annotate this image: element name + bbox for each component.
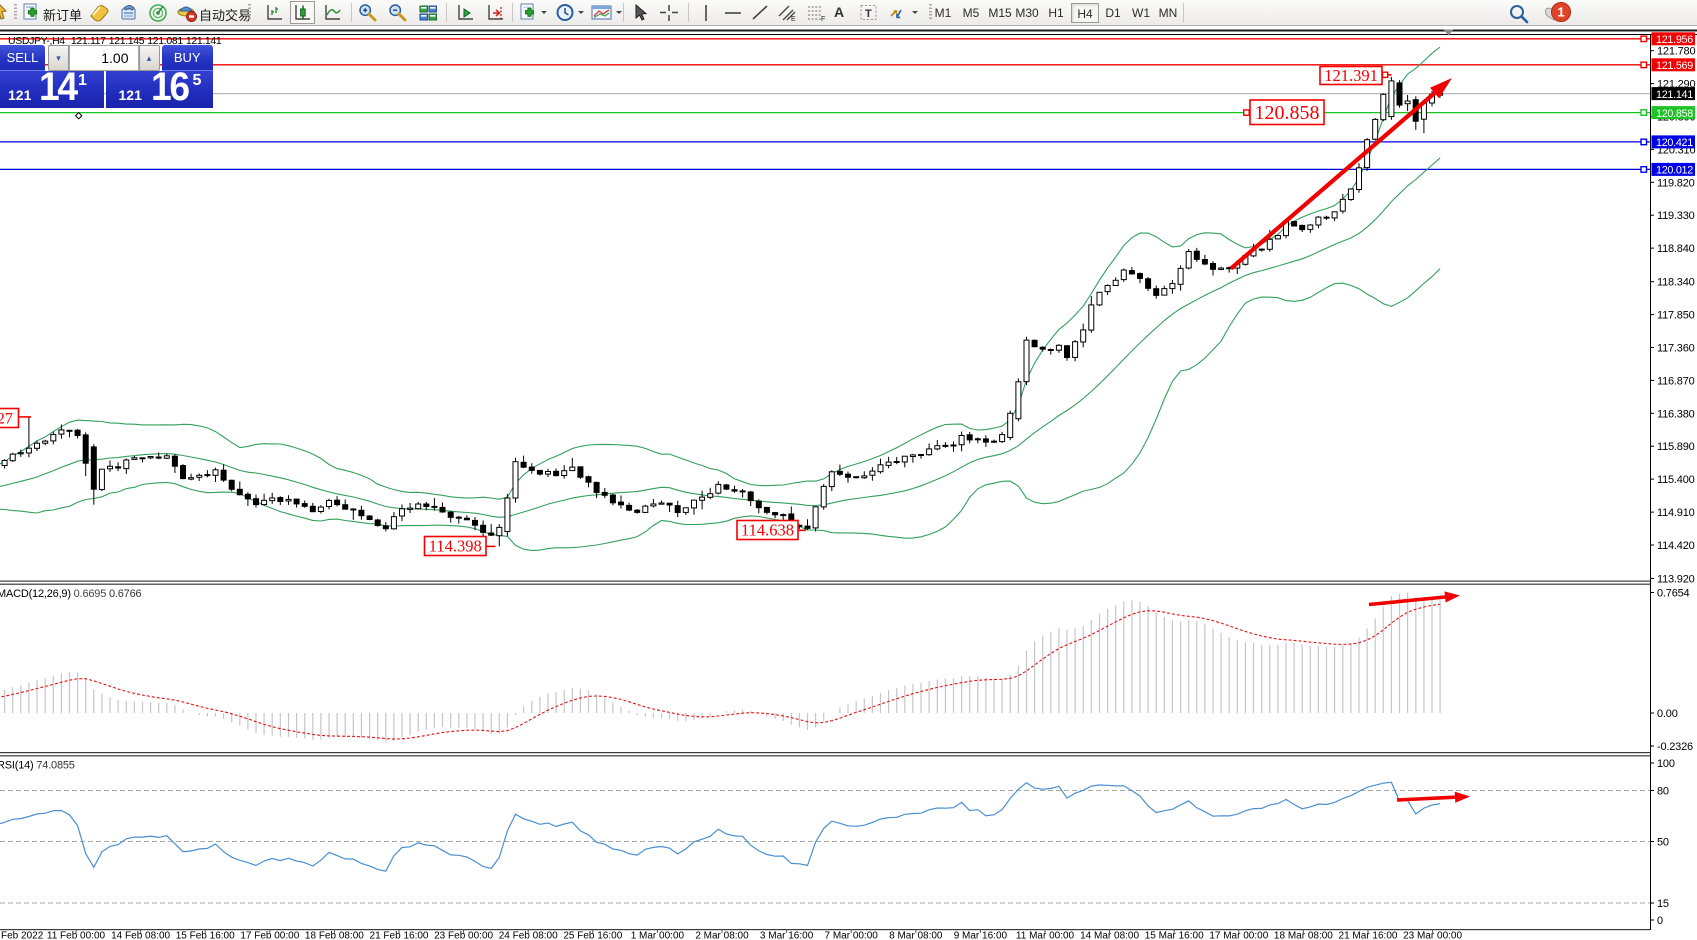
svg-text:14 Feb 08:00: 14 Feb 08:00 [111,931,170,940]
svg-text:120.858: 120.858 [1255,102,1320,124]
svg-text:15: 15 [1657,898,1669,910]
svg-text:-0.2326: -0.2326 [1657,741,1693,753]
svg-text:25 Feb 16:00: 25 Feb 16:00 [563,931,622,940]
svg-text:18 Feb 08:00: 18 Feb 08:00 [305,931,364,940]
svg-text:121.141: 121.141 [1656,89,1693,101]
svg-text:21 Mar 16:00: 21 Mar 16:00 [1339,931,1398,940]
svg-text:T: T [865,8,872,20]
svg-text:113.920: 113.920 [1657,574,1695,586]
svg-text:114.420: 114.420 [1657,540,1695,552]
svg-text:120.858: 120.858 [1656,108,1693,120]
svg-text:17 Feb 00:00: 17 Feb 00:00 [240,931,299,940]
svg-text:F: F [821,16,825,23]
svg-text:116.327: 116.327 [0,410,13,427]
svg-text:15 Feb 16:00: 15 Feb 16:00 [176,931,235,940]
svg-text:9 Mar 16:00: 9 Mar 16:00 [954,931,1008,940]
svg-text:2 Mar 08:00: 2 Mar 08:00 [695,931,749,940]
svg-text:Feb 2022: Feb 2022 [1,931,44,940]
svg-text:14 Mar 08:00: 14 Mar 08:00 [1080,931,1139,940]
svg-text:24 Feb 08:00: 24 Feb 08:00 [499,931,558,940]
svg-text:23 Feb 00:00: 23 Feb 00:00 [434,931,493,940]
svg-text:114.910: 114.910 [1657,507,1695,519]
svg-text:23 Mar 00:00: 23 Mar 00:00 [1403,931,1462,940]
svg-text:118.340: 118.340 [1657,277,1695,289]
svg-text:8 Mar 08:00: 8 Mar 08:00 [889,931,943,940]
svg-text:1: 1 [1557,5,1564,20]
svg-text:121.780: 121.780 [1657,46,1695,58]
svg-text:118.840: 118.840 [1657,243,1695,255]
svg-text:100: 100 [1657,758,1675,770]
svg-text:18 Mar 08:00: 18 Mar 08:00 [1274,931,1333,940]
svg-text:116.380: 116.380 [1657,408,1695,420]
svg-text:MACD(12,26,9) 0.6695 0.6766: MACD(12,26,9) 0.6695 0.6766 [0,588,142,600]
svg-text:3 Mar 16:00: 3 Mar 16:00 [760,931,814,940]
svg-text:80: 80 [1657,786,1669,798]
svg-text:0: 0 [1657,915,1663,927]
svg-text:1 Mar 00:00: 1 Mar 00:00 [631,931,685,940]
svg-text:120.012: 120.012 [1656,165,1693,177]
svg-text:115.890: 115.890 [1657,441,1695,453]
svg-text:17 Mar 00:00: 17 Mar 00:00 [1209,931,1268,940]
svg-text:50: 50 [1657,837,1669,849]
svg-text:E: E [791,16,796,23]
svg-text:11 Mar 00:00: 11 Mar 00:00 [1016,931,1075,940]
svg-text:116.870: 116.870 [1657,375,1695,387]
svg-text:117.360: 117.360 [1657,343,1695,355]
svg-text:15 Mar 16:00: 15 Mar 16:00 [1145,931,1204,940]
svg-text:120.421: 120.421 [1656,137,1693,149]
svg-text:117.850: 117.850 [1657,310,1695,322]
svg-text:114.398: 114.398 [429,537,482,556]
svg-text:11 Feb 00:00: 11 Feb 00:00 [47,931,106,940]
svg-text:119.330: 119.330 [1657,210,1695,222]
svg-text:21 Feb 16:00: 21 Feb 16:00 [370,931,429,940]
svg-text:115.400: 115.400 [1657,474,1695,486]
svg-text:7 Mar 00:00: 7 Mar 00:00 [825,931,879,940]
svg-text:0.00: 0.00 [1657,708,1678,720]
svg-text:114.638: 114.638 [741,521,794,540]
svg-text:0.7654: 0.7654 [1657,588,1690,600]
svg-text:121.569: 121.569 [1656,60,1693,72]
svg-text:119.820: 119.820 [1657,177,1695,189]
svg-text:RSI(14) 74.0855: RSI(14) 74.0855 [0,760,75,772]
svg-text:121.391: 121.391 [1324,66,1378,85]
svg-text:121.956: 121.956 [1656,34,1693,46]
